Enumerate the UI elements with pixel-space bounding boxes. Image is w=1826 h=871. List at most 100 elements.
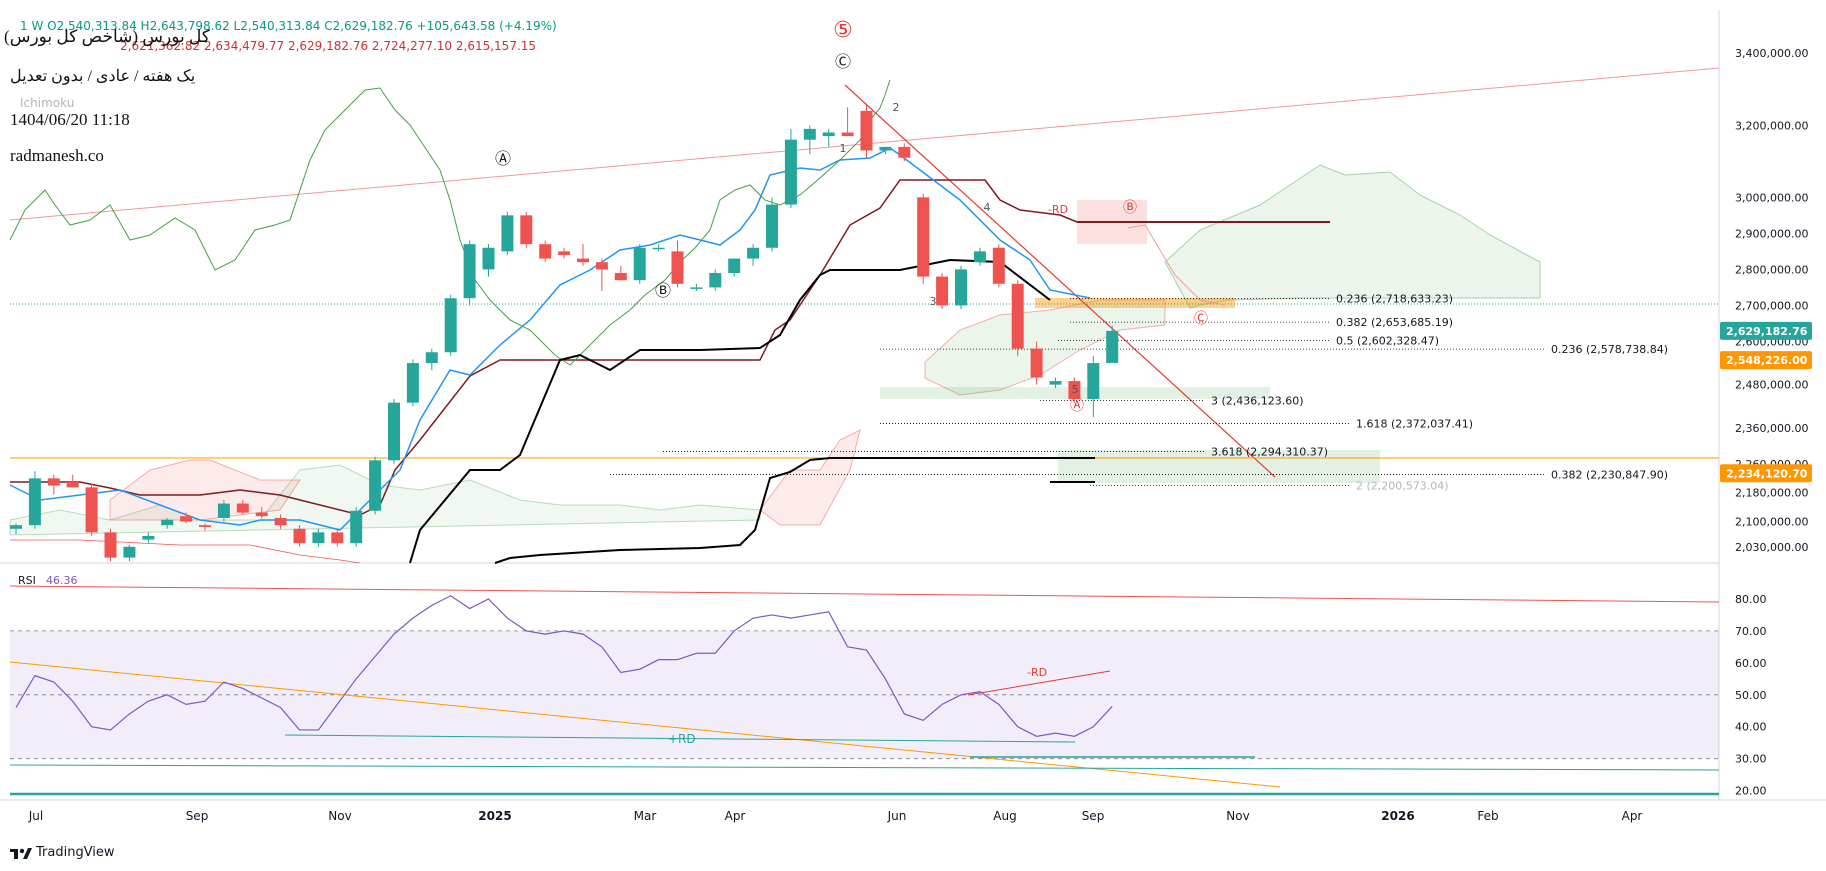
candle-body <box>142 535 155 540</box>
candle-body <box>671 251 684 284</box>
price-label-text: 2,234,120.70 <box>1726 467 1808 480</box>
price-label-bg <box>1720 321 1812 340</box>
price-label-bg <box>1720 464 1812 483</box>
wave-label: -RD <box>1048 203 1068 216</box>
wave-label: ⑤ <box>833 18 853 43</box>
time-axis-tick: Feb <box>1477 809 1498 823</box>
time-axis-tick: Jul <box>28 809 43 823</box>
candle-body <box>520 215 533 245</box>
rsi-axis-tick: 30.00 <box>1735 753 1767 766</box>
candle-body <box>10 525 22 529</box>
candle-body <box>1087 363 1100 400</box>
candle-body <box>369 460 382 511</box>
wave-label: Ⓐ <box>495 149 511 168</box>
ohlc-readout: 1 W O2,540,313.84 H2,643,798.62 L2,540,3… <box>20 19 557 33</box>
tradingview-logo[interactable]: TradingView <box>10 845 115 860</box>
ichimoku-cloud-current <box>924 299 1166 396</box>
fib-level-label: 3.618 (2,294,310.37) <box>1211 446 1328 459</box>
candle-body <box>595 262 608 270</box>
candle-body <box>747 247 760 259</box>
projection-path <box>1127 224 1226 306</box>
candle-body <box>728 258 741 273</box>
candle-body <box>803 128 816 140</box>
ichimoku-values: 2,621,362.82 2,634,479.77 2,629,182.76 2… <box>120 39 537 53</box>
fib-level-label: 0.236 (2,578,738.84) <box>1551 343 1668 356</box>
fib-level-label: 0.382 (2,230,847.90) <box>1551 468 1668 481</box>
candle-body <box>331 532 344 544</box>
rsi-axis-tick: 60.00 <box>1735 657 1767 670</box>
price-axis-tick: 2,030,000.00 <box>1735 541 1808 554</box>
candle-body <box>255 512 268 517</box>
rsi-divergence-line-positive <box>284 734 1076 743</box>
time-axis-tick: 2025 <box>478 809 511 823</box>
candle-body <box>388 402 400 461</box>
candle-body <box>898 146 911 158</box>
date-time: 1404/06/20 11:18 <box>10 110 130 129</box>
ichimoku-cloud-early <box>109 459 301 521</box>
time-axis-tick: Apr <box>725 809 746 823</box>
candle-body <box>1068 381 1081 400</box>
candle-body <box>539 244 552 259</box>
time-axis-tick: Aug <box>993 809 1016 823</box>
fib-level-label: 2 (2,200,573.04) <box>1356 479 1449 492</box>
candle-body <box>293 528 306 544</box>
candle-body <box>860 110 873 151</box>
rsi-axis-tick: 20.00 <box>1735 785 1767 798</box>
rsi-axis-tick: 40.00 <box>1735 721 1767 734</box>
candle-body <box>28 478 41 526</box>
wave-label: Ⓑ <box>655 281 671 300</box>
candle-body <box>614 272 627 281</box>
ichimoku-cloud-future <box>1164 164 1541 309</box>
candle-body <box>236 503 249 513</box>
candle-body <box>784 139 797 205</box>
price-axis-tick: 3,400,000.00 <box>1735 47 1808 60</box>
timeframe-subtitle: یک هفته / عادی / بدون تعدیل <box>10 68 196 85</box>
rsi-line <box>15 595 1113 737</box>
time-axis-tick: Mar <box>634 809 657 823</box>
fib-zone-2 <box>1058 450 1380 483</box>
price-axis-tick: 2,360,000.00 <box>1735 422 1808 435</box>
ichimoku-cloud-red <box>759 429 861 526</box>
candle-body <box>690 287 703 289</box>
time-axis-tick: Nov <box>1226 809 1249 823</box>
candle-body <box>709 272 722 288</box>
rsi-annotation: +RD <box>668 732 696 746</box>
tenkan-sen-line <box>9 147 1091 531</box>
candle-body <box>822 132 835 137</box>
candle-body <box>66 481 79 488</box>
candle-body <box>104 532 117 558</box>
candle-body <box>85 487 98 533</box>
fib-level-label: 0.5 (2,602,328.47) <box>1336 335 1439 348</box>
candle-body <box>1030 348 1043 378</box>
black-lead-line-1 <box>409 258 1051 564</box>
price-label-text: 2,548,226.00 <box>1726 354 1808 367</box>
price-axis-tick: 2,100,000.00 <box>1735 516 1808 529</box>
wave-label: 3 <box>930 295 937 308</box>
kijun-sen-line <box>10 179 1078 516</box>
price-label-bg <box>1720 351 1812 370</box>
rsi-trendline-teal <box>9 764 1720 771</box>
candle-body <box>482 247 495 270</box>
downtrend-line <box>844 84 1276 478</box>
candle-body <box>274 517 287 526</box>
candle-body <box>1049 381 1062 385</box>
time-axis-tick: Sep <box>1082 809 1105 823</box>
candle-body <box>217 503 230 518</box>
price-label-text: 2,629,182.76 <box>1726 325 1808 338</box>
wave-label: Ⓒ <box>1194 311 1208 327</box>
candle-body <box>558 251 571 255</box>
candle-body <box>425 352 438 364</box>
candle-body <box>633 247 646 281</box>
candle-body <box>180 516 193 522</box>
rsi-trendline-orange <box>9 661 1281 788</box>
senkou-span-lines <box>10 539 361 564</box>
chart-title: کل بورس (شاخص کل بورس) <box>4 27 210 46</box>
candle-body <box>841 132 854 137</box>
candle-body <box>1106 330 1119 363</box>
time-axis-tick: 2026 <box>1381 809 1414 823</box>
wave-label: 5 <box>1072 383 1079 396</box>
rsi-axis-tick: 50.00 <box>1735 689 1767 702</box>
fib-level-label: 0.236 (2,718,633.23) <box>1336 293 1453 306</box>
wave-label: 4 <box>984 201 991 214</box>
